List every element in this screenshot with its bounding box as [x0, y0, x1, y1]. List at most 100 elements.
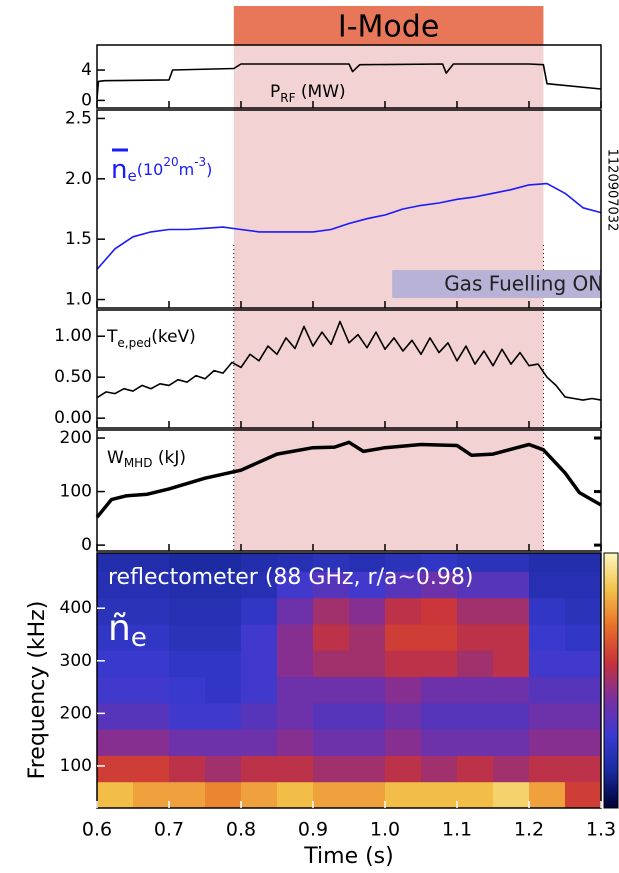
label-a: (10 — [137, 160, 164, 179]
heatmap-cell — [277, 676, 314, 704]
heatmap-cell — [169, 650, 206, 678]
heatmap-cell — [421, 729, 458, 756]
heatmap-cell — [97, 729, 134, 756]
heatmap-cell — [457, 781, 494, 809]
label-main: n — [111, 155, 127, 185]
heatmap-cell — [133, 571, 170, 599]
heatmap-cell — [349, 650, 386, 678]
y-tick-label: 0 — [81, 90, 92, 110]
label-unit: (kJ) — [152, 448, 186, 468]
heatmap-cell — [385, 676, 422, 704]
heatmap-cell — [493, 729, 530, 756]
heatmap-cell — [241, 571, 278, 599]
heatmap-cell — [97, 571, 134, 599]
heatmap-cell — [313, 755, 350, 783]
imode-header — [233, 6, 544, 45]
heatmap-cell — [565, 702, 602, 730]
heatmap-cell — [457, 623, 494, 651]
x-tick-label: 1.2 — [514, 819, 544, 841]
heatmap-cell — [565, 729, 602, 756]
heatmap-cell — [313, 650, 350, 678]
heatmap-cell — [97, 597, 134, 625]
heatmap-cell — [565, 553, 602, 572]
x-tick-label: 0.6 — [82, 819, 112, 841]
label-sub: e — [127, 167, 136, 185]
heatmap-cell — [205, 623, 242, 651]
heatmap-cell — [457, 571, 494, 599]
y-tick-label: 4 — [81, 60, 92, 80]
heatmap-cell — [493, 755, 530, 783]
heatmap-cell — [313, 553, 350, 572]
heatmap-cell — [277, 597, 314, 625]
heatmap-cell — [133, 729, 170, 756]
heatmap-cell — [205, 729, 242, 756]
label-sup: 20 — [163, 155, 178, 169]
heatmap-cell — [169, 623, 206, 651]
panel-frame — [96, 109, 602, 309]
heatmap-cell — [277, 781, 314, 809]
x-tick-label: 1.0 — [370, 819, 400, 841]
heatmap-cell — [169, 755, 206, 783]
heatmap-cell — [241, 702, 278, 730]
label-main: W — [107, 448, 124, 468]
heatmap-cell — [97, 553, 134, 572]
frames — [96, 44, 602, 809]
heatmap-cell — [421, 781, 458, 809]
heatmap-cell — [241, 650, 278, 678]
heatmap-cell — [529, 571, 566, 599]
heatmap-cell — [313, 676, 350, 704]
x-tick-label: 1.1 — [442, 819, 472, 841]
heatmap-cell — [421, 650, 458, 678]
w-label: WMHD (kJ) — [107, 448, 186, 470]
line-series — [96, 182, 602, 270]
x-axis-title: Time (s) — [303, 844, 393, 869]
heatmap-cell — [565, 623, 602, 651]
heatmap-cell — [169, 597, 206, 625]
heatmap-cell — [241, 729, 278, 756]
heatmap-cell — [457, 597, 494, 625]
heatmap-cell — [529, 755, 566, 783]
heatmap-cell — [457, 553, 494, 572]
heatmap-cell — [313, 571, 350, 599]
heatmap-cell — [349, 553, 386, 572]
label-b: m — [179, 160, 195, 179]
te-label: Te,ped(keV) — [106, 327, 196, 350]
heatmap-cell — [313, 623, 350, 651]
line-series — [96, 320, 602, 401]
heatmap-cell — [349, 781, 386, 809]
heatmap-cell — [385, 650, 422, 678]
y-tick-label: 0.50 — [54, 367, 92, 387]
label-main: P — [270, 82, 280, 102]
heatmap-cell — [205, 553, 242, 572]
heatmap-cell — [169, 729, 206, 756]
label-c: ) — [206, 160, 212, 179]
heatmap-cell — [169, 553, 206, 572]
heatmap-cell — [421, 623, 458, 651]
heatmap-cell — [385, 781, 422, 809]
y-tick-label: 1.0 — [65, 290, 92, 310]
heatmap-cell — [277, 623, 314, 651]
heatmap-cell — [133, 623, 170, 651]
heatmap-cell — [565, 755, 602, 783]
y-tick-label: 0 — [81, 535, 92, 555]
heatmap-cell — [421, 676, 458, 704]
y-axis-title: Frequency (kHz) — [25, 601, 50, 780]
heatmap-cell — [277, 571, 314, 599]
y-tick-label: 100 — [60, 482, 92, 502]
heatmap-cell — [385, 729, 422, 756]
heatmap-cell — [277, 755, 314, 783]
heatmap-cell — [565, 676, 602, 704]
heatmap-cell — [529, 597, 566, 625]
heatmap-cell — [133, 553, 170, 572]
y-tick-label: 200 — [60, 703, 92, 723]
heatmap-cell — [97, 755, 134, 783]
colorbar — [603, 552, 619, 809]
heatmap-cell — [97, 781, 134, 809]
heatmap-cell — [277, 650, 314, 678]
label-sub: e,ped — [117, 336, 151, 350]
heatmap-cell — [241, 676, 278, 704]
labels: PRF (MW) ne(1020m-3) Te,ped(keV) WMHD (k… — [25, 10, 619, 870]
heatmap-cell — [529, 729, 566, 756]
prf-label: PRF (MW) — [270, 82, 346, 105]
